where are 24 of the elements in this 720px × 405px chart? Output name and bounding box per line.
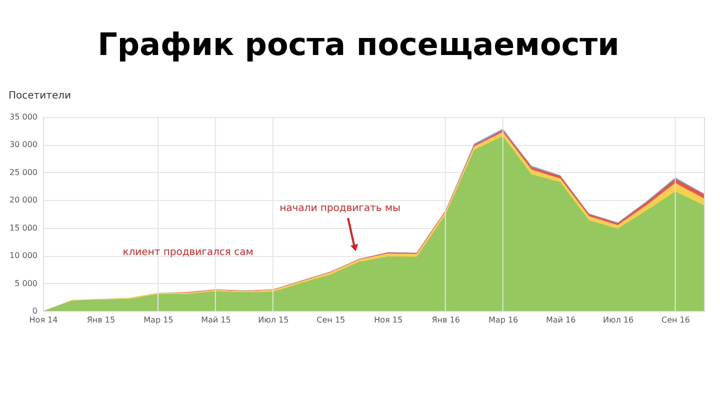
y-tick-label: 10 000 xyxy=(10,251,38,260)
x-tick-label: Янв 15 xyxy=(86,316,116,324)
chart-title: График роста посещаемости xyxy=(98,27,620,63)
y-tick-label: 20 000 xyxy=(10,196,38,205)
x-tick-label: Июл 15 xyxy=(258,316,289,324)
x-tick-label: Янв 16 xyxy=(432,316,460,324)
y-axis-title: Посетители xyxy=(8,90,71,102)
y-tick-label: 15 000 xyxy=(10,223,38,232)
x-tick-label: Ноя 15 xyxy=(374,316,403,324)
y-tick-label: 30 000 xyxy=(10,140,38,150)
x-tick-label: Сен 16 xyxy=(662,316,690,324)
y-tick-label: 35 000 xyxy=(10,112,38,122)
x-tick-label: Мар 16 xyxy=(488,316,518,324)
x-tick-label: Май 15 xyxy=(201,316,231,324)
x-tick-label: Мар 15 xyxy=(144,316,174,324)
y-tick-label: 0 xyxy=(32,306,38,316)
annotation: клиент продвигался сам xyxy=(122,247,254,258)
annotation: начали продвигать мы xyxy=(280,203,400,214)
x-tick-label: Май 16 xyxy=(546,316,576,324)
y-tick-label: 5 000 xyxy=(14,278,38,288)
x-tick-label: Июл 16 xyxy=(603,316,634,324)
x-tick-label: Сен 15 xyxy=(316,316,346,324)
y-tick-label: 25 000 xyxy=(10,168,38,177)
x-tick-label: Ноя 14 xyxy=(29,316,58,324)
